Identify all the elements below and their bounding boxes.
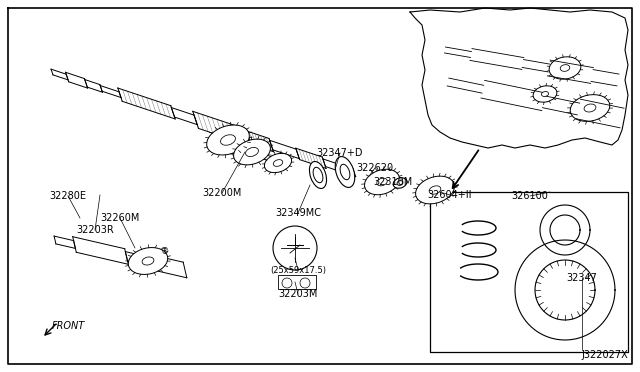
Ellipse shape [397,181,403,185]
Ellipse shape [365,169,399,195]
Ellipse shape [541,92,548,96]
Text: (25x59x17.5): (25x59x17.5) [270,266,326,275]
Ellipse shape [340,164,350,180]
Ellipse shape [584,104,596,112]
Text: 32203M: 32203M [278,289,317,299]
Bar [278,275,316,289]
Ellipse shape [415,176,454,204]
Ellipse shape [570,94,610,121]
Text: 322620: 322620 [356,163,394,173]
Text: ®: ® [161,247,169,257]
Text: 32260M: 32260M [100,213,140,223]
Text: J322027X: J322027X [581,350,628,360]
Ellipse shape [273,160,283,166]
Text: 32203R: 32203R [76,225,114,235]
Ellipse shape [429,186,441,194]
Ellipse shape [393,178,407,188]
Ellipse shape [264,153,292,173]
Ellipse shape [234,139,271,165]
Text: 32310M: 32310M [373,177,413,187]
Ellipse shape [246,147,259,157]
Ellipse shape [310,161,326,189]
Text: 32349MC: 32349MC [275,208,321,218]
Ellipse shape [207,125,250,155]
Text: FRONT: FRONT [51,321,84,331]
Circle shape [273,226,317,270]
Ellipse shape [142,257,154,265]
Circle shape [300,278,310,288]
Text: 32604+II: 32604+II [428,190,472,200]
Text: 32280E: 32280E [49,191,86,201]
Text: 32347: 32347 [566,273,597,283]
Ellipse shape [533,86,557,102]
Circle shape [282,278,292,288]
Ellipse shape [313,167,323,183]
Text: 32200M: 32200M [202,188,242,198]
Ellipse shape [128,247,168,275]
Ellipse shape [560,65,570,71]
Text: 32347+D: 32347+D [317,148,364,158]
Ellipse shape [335,157,355,187]
Text: 326100: 326100 [511,191,548,201]
Ellipse shape [377,178,387,186]
Ellipse shape [221,135,236,145]
Ellipse shape [549,57,581,79]
